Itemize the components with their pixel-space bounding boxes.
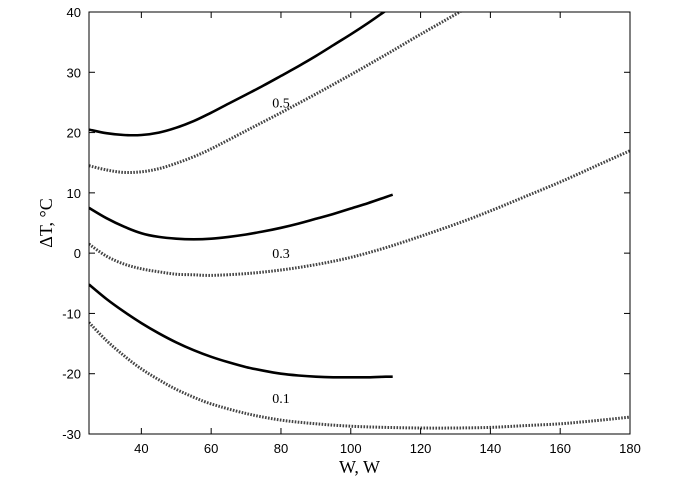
series-line-4-dotted <box>89 149 630 277</box>
curve-label: 0.3 <box>272 247 290 262</box>
x-tick-label: 140 <box>480 441 502 456</box>
y-axis-label: ΔT, °C <box>36 198 56 247</box>
x-tick-label: 120 <box>410 441 432 456</box>
curve-label: 0.1 <box>272 392 290 407</box>
curve-label: 0.5 <box>272 96 290 111</box>
y-tick-label: -30 <box>62 427 81 442</box>
y-tick-label: 40 <box>67 5 81 20</box>
y-tick-label: 0 <box>74 246 81 261</box>
x-tick-label: 60 <box>204 441 218 456</box>
x-tick-label: 180 <box>619 441 641 456</box>
series-line-6-dotted <box>89 321 630 430</box>
x-tick-label: 40 <box>134 441 148 456</box>
y-tick-label: -10 <box>62 306 81 321</box>
series-line-5-solid <box>89 283 393 379</box>
y-tick-label: -20 <box>62 367 81 382</box>
series-line-1-solid <box>89 12 387 137</box>
y-tick-label: 30 <box>67 65 81 80</box>
plot-layer <box>89 12 630 430</box>
x-tick-label: 100 <box>340 441 362 456</box>
x-axis-label: W, W <box>339 457 380 477</box>
x-tick-label: 80 <box>274 441 288 456</box>
y-tick-label: 10 <box>67 186 81 201</box>
plot-frame <box>88 11 631 435</box>
series-line-3-solid <box>89 193 394 241</box>
x-tick-label: 160 <box>549 441 571 456</box>
tick-layer: 40 60 80 100 120 140 160 180 -30 -20 -10 0 10 20 30 40 0… <box>62 5 641 456</box>
y-tick-label: 20 <box>67 126 81 141</box>
series-line-2-dotted <box>89 12 463 175</box>
